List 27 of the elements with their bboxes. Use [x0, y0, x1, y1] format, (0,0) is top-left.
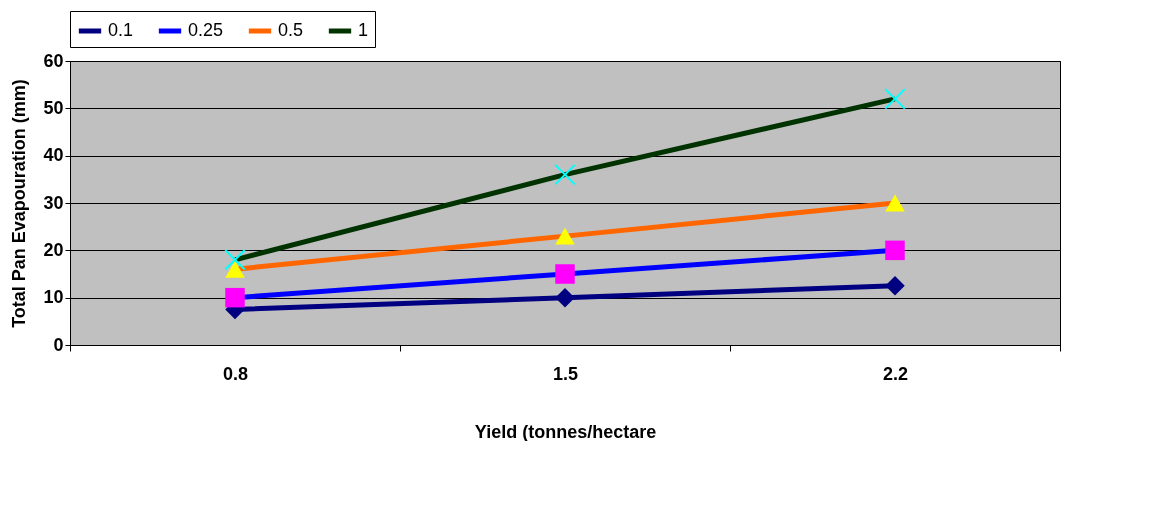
- point: [225, 260, 245, 278]
- y-tick-label: 20: [43, 239, 64, 260]
- legend-label: 0.25: [188, 20, 224, 40]
- point: [885, 240, 905, 261]
- point: [555, 227, 575, 245]
- x-axis-title: Yield (tonnes/hectare: [474, 421, 657, 442]
- y-tick-label: 40: [43, 145, 64, 166]
- x-tick-label: 2.2: [882, 363, 909, 384]
- point: [225, 287, 245, 308]
- point: [885, 276, 905, 296]
- x-tick-label: 0.8: [222, 363, 249, 384]
- x-tick-label: 1.5: [552, 363, 579, 384]
- point: [885, 194, 905, 212]
- y-tick-label: 0: [53, 334, 64, 355]
- point: [555, 264, 575, 284]
- legend-label: 0.5: [278, 20, 304, 40]
- y-tick-label: 60: [43, 50, 64, 71]
- point: [884, 88, 906, 110]
- y-tick-label: 10: [43, 287, 64, 308]
- y-tick-label: 30: [43, 192, 64, 213]
- legend-label: 0.1: [108, 20, 134, 40]
- point: [555, 287, 575, 308]
- legend-label: 1: [358, 20, 369, 40]
- y-axis-title: Total Pan Evapouration (mm): [9, 79, 30, 328]
- point: [554, 163, 576, 186]
- y-tick-label: 50: [43, 97, 64, 118]
- point: [224, 249, 246, 271]
